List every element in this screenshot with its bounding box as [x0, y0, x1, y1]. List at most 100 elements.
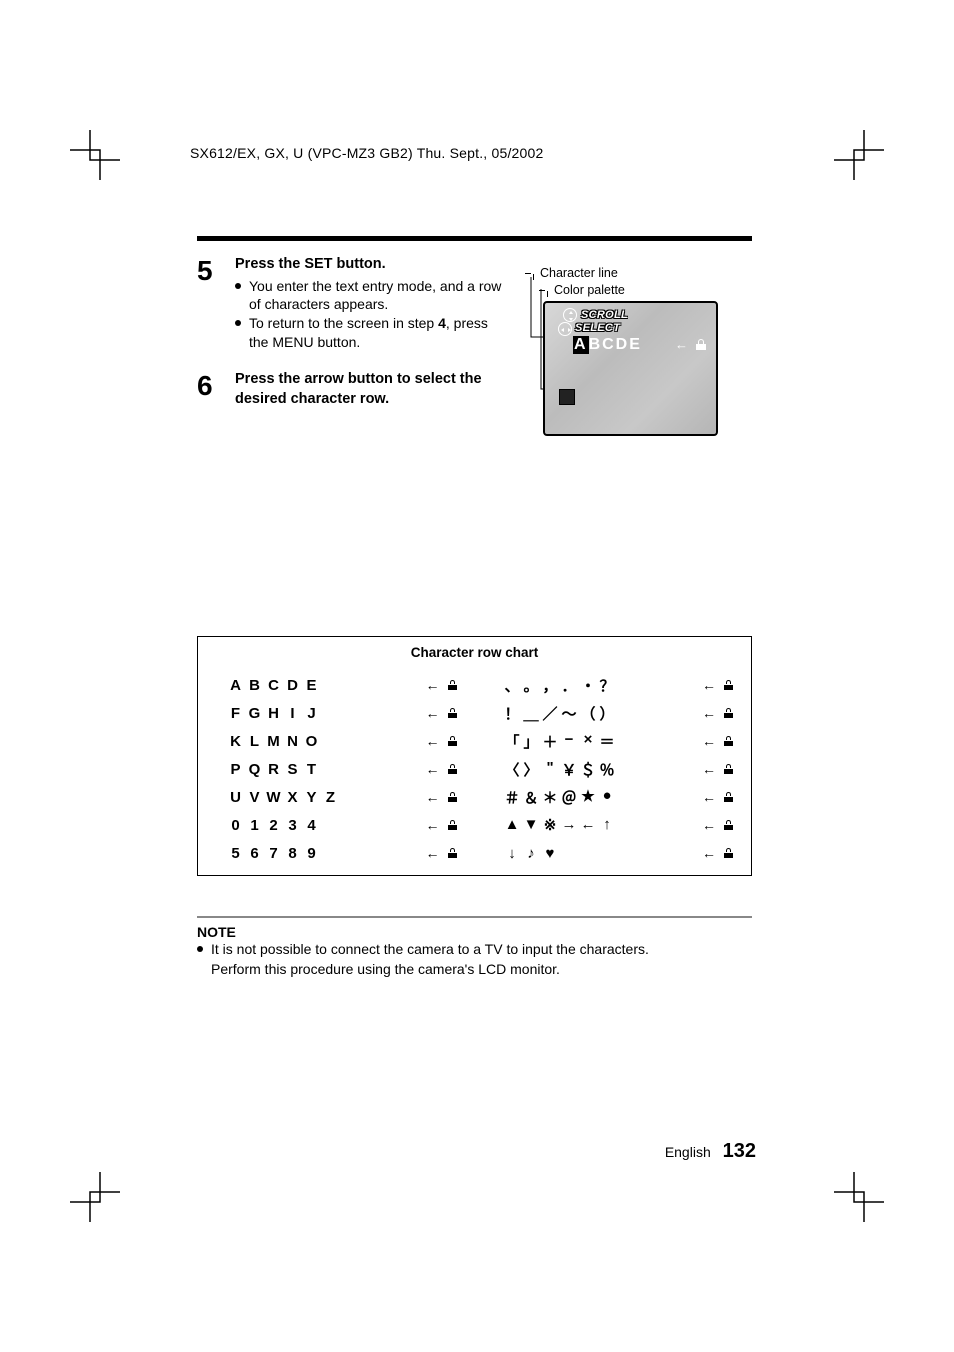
lock-icon [724, 792, 733, 802]
step-num-5: 5 [197, 255, 235, 352]
chart-chars: 01234 [226, 817, 426, 834]
chart-chars: ↓♪♥ [503, 845, 703, 862]
chart-chars: ▲▼※→←↑ [503, 816, 703, 834]
lock-icon [724, 820, 733, 830]
chart-row: ＃＆＊＠★●← [503, 783, 734, 811]
nav-circle-scroll-icon [563, 308, 577, 322]
chart-row: 56789← [226, 839, 457, 867]
chart-row: 〈〉"￥＄％← [503, 755, 734, 783]
lcd-highlighted-char: A [573, 336, 589, 354]
lock-icon [724, 680, 733, 690]
chart-row: PQRST← [226, 755, 457, 783]
footer-page: 132 [723, 1140, 756, 1162]
chart-chars: KLMNO [226, 733, 426, 750]
callout-color-palette: Color palette [525, 282, 755, 298]
arrow-left-icon: ← [426, 733, 440, 749]
figure-area: Character line Color palette SCROLL SELE… [525, 265, 755, 436]
arrow-left-icon: ← [426, 789, 440, 805]
arrow-left-icon: ← [702, 733, 716, 749]
chart-row-end: ← [702, 789, 733, 805]
lcd-char-line: ABCDE ← [573, 336, 706, 354]
callout-char-line: Character line [525, 265, 755, 281]
arrow-left-icon: ← [426, 817, 440, 833]
chart-row: ↓♪♥← [503, 839, 734, 867]
note-body: It is not possible to connect the camera… [197, 940, 752, 979]
crop-mark-tr [834, 130, 884, 180]
chart-row-end: ← [702, 733, 733, 749]
chart-row: 01234← [226, 811, 457, 839]
step-5-bullet-1: You enter the text entry mode, and a row… [235, 277, 507, 315]
chart-row: 、。，．・？← [503, 671, 734, 699]
lcd-lock-icon [696, 339, 706, 350]
chart-left-col: ABCDE←FGHIJ←KLMNO←PQRST←UVWXYZ←01234←567… [198, 667, 475, 875]
lock-icon [448, 764, 457, 774]
crop-mark-tl [70, 130, 120, 180]
arrow-left-icon: ← [426, 845, 440, 861]
chart-chars: FGHIJ [226, 705, 426, 722]
step-num-6: 6 [197, 370, 235, 411]
chart-row: 「」＋−×＝← [503, 727, 734, 755]
chart-row: ！＿／〜（）← [503, 699, 734, 727]
step-5-bullet-2: To return to the screen in step 4, press… [235, 314, 507, 352]
arrow-left-icon: ← [702, 677, 716, 693]
chart-row-end: ← [426, 677, 457, 693]
crop-mark-bl [70, 1172, 120, 1222]
chart-chars: ABCDE [226, 677, 426, 694]
step-6-title: Press the arrow button to select the des… [235, 370, 517, 409]
note-cont: Perform this procedure using the camera'… [197, 960, 752, 980]
chart-chars: ！＿／〜（） [503, 703, 703, 724]
lock-icon [448, 848, 457, 858]
chart-row-end: ← [702, 677, 733, 693]
chart-row: UVWXYZ← [226, 783, 457, 811]
chart-chars: 「」＋−×＝ [503, 731, 703, 752]
lock-icon [724, 848, 733, 858]
arrow-left-icon: ← [702, 789, 716, 805]
char-row-chart: Character row chart ABCDE←FGHIJ←KLMNO←PQ… [197, 636, 752, 876]
chart-row-end: ← [702, 845, 733, 861]
chart-row-end: ← [426, 761, 457, 777]
lock-icon [448, 736, 457, 746]
arrow-left-icon: ← [702, 845, 716, 861]
chart-chars: 56789 [226, 845, 426, 862]
chart-row-end: ← [702, 761, 733, 777]
step-5: 5 Press the SET button. You enter the te… [197, 255, 507, 352]
note-title: NOTE [197, 924, 752, 940]
lock-icon [448, 820, 457, 830]
page-footer: English 132 [665, 1140, 756, 1163]
arrow-left-icon: ← [702, 705, 716, 721]
chart-chars: ＃＆＊＠★● [503, 787, 703, 808]
step-6: 6 Press the arrow button to select the d… [197, 370, 517, 411]
lcd-scroll-label: SCROLL [581, 309, 628, 321]
lock-icon [448, 680, 457, 690]
lock-icon [724, 736, 733, 746]
chart-row-end: ← [426, 817, 457, 833]
chart-row: FGHIJ← [226, 699, 457, 727]
chart-right-col: 、。，．・？←！＿／〜（）←「」＋−×＝←〈〉"￥＄％←＃＆＊＠★●←▲▼※→←… [475, 667, 752, 875]
chart-row-end: ← [426, 845, 457, 861]
nav-circle-select-icon [558, 322, 572, 336]
chart-row-end: ← [702, 817, 733, 833]
top-rule [197, 236, 752, 241]
chart-row-end: ← [426, 733, 457, 749]
arrow-left-icon: ← [426, 677, 440, 693]
chart-row: KLMNO← [226, 727, 457, 755]
arrow-left-icon: ← [702, 761, 716, 777]
lock-icon [724, 708, 733, 718]
lock-icon [448, 708, 457, 718]
chart-row: ABCDE← [226, 671, 457, 699]
note-rule [197, 916, 752, 918]
chart-row-end: ← [702, 705, 733, 721]
lcd-screen: SCROLL SELECT ABCDE ← [543, 301, 718, 436]
crop-mark-br [834, 1172, 884, 1222]
footer-lang: English [665, 1144, 711, 1160]
step-5-title: Press the SET button. [235, 255, 507, 275]
chart-chars: UVWXYZ [226, 789, 426, 806]
arrow-left-icon: ← [702, 817, 716, 833]
chart-row: ▲▼※→←↑← [503, 811, 734, 839]
note-bullet: It is not possible to connect the camera… [197, 940, 752, 960]
lcd-select-label: SELECT [575, 322, 620, 334]
lcd-color-palette-box [559, 389, 575, 405]
lock-icon [724, 764, 733, 774]
doc-header: SX612/EX, GX, U (VPC-MZ3 GB2) Thu. Sept.… [190, 145, 543, 161]
chart-title: Character row chart [198, 637, 751, 667]
